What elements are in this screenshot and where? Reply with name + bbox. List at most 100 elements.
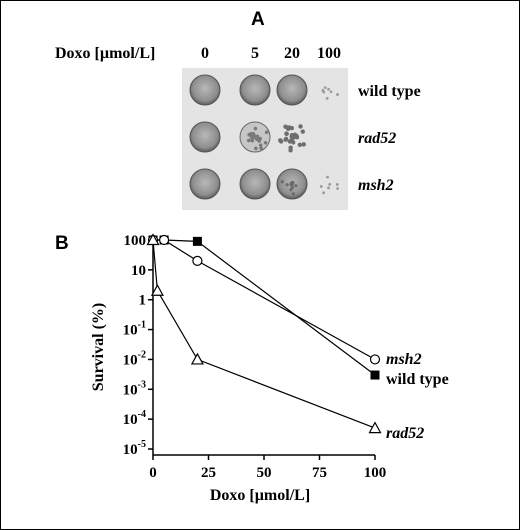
- data-point: [368, 421, 382, 434]
- dose-label: 20: [284, 45, 300, 62]
- y-tick-exponent: -3: [138, 379, 146, 390]
- colony-dot: [287, 139, 292, 144]
- dose-axis-label: Doxo [µmol/L]: [55, 45, 155, 62]
- colony-dot: [336, 187, 339, 190]
- colony-dot: [327, 186, 330, 190]
- colony-dot: [336, 93, 339, 96]
- y-tick-label: 10-2: [123, 349, 146, 368]
- y-tick-label: 10-1: [123, 320, 146, 339]
- y-tick-label: 10-3: [123, 379, 146, 398]
- colony-dot: [288, 148, 293, 153]
- data-point: [369, 354, 381, 365]
- series-lines: [152, 239, 376, 429]
- colony-dot: [319, 185, 323, 188]
- series-line-wild-type: [153, 239, 376, 376]
- dose-label: 5: [251, 45, 259, 62]
- colony-dot: [259, 146, 263, 151]
- colony-dot: [298, 124, 303, 129]
- y-tick-base: 10: [123, 323, 138, 339]
- data-point: [150, 283, 164, 296]
- colony-dot: [300, 129, 305, 134]
- series-line-rad52: [152, 239, 376, 429]
- x-tick-label: 25: [201, 465, 216, 481]
- x-ticks: 0 25 50 75 100: [149, 455, 386, 481]
- series-line-msh2: [153, 239, 376, 360]
- colony-dot: [258, 136, 262, 141]
- colony-dot: [322, 90, 326, 94]
- colony-dot: [249, 132, 253, 136]
- y-tick-exponent: -4: [138, 409, 146, 420]
- panel-b-label: B: [55, 233, 69, 254]
- y-tick-base: 10: [131, 263, 146, 279]
- dose-label: 0: [201, 45, 209, 62]
- colony-dot: [280, 180, 284, 184]
- panel-a-label: A: [251, 9, 265, 30]
- x-tick-label: 100: [364, 465, 387, 481]
- colony-dot: [291, 140, 296, 145]
- y-tick-exponent: -2: [138, 349, 146, 360]
- colony-dot: [287, 125, 292, 130]
- y-tick-label: 10-5: [123, 439, 146, 458]
- series-markers: [146, 233, 382, 434]
- data-point: [190, 352, 204, 365]
- colony-dot: [263, 140, 268, 145]
- y-tick-label: 100: [124, 233, 147, 249]
- strain-label: msh2: [358, 177, 394, 194]
- y-tick-exponent: -1: [138, 320, 146, 331]
- growth-spot: [239, 168, 271, 200]
- y-axis-label: Survival (%): [90, 303, 107, 391]
- colony-dot: [325, 96, 329, 100]
- colony-dot: [326, 175, 329, 179]
- dose-label: 100: [317, 45, 341, 62]
- colony-dot: [323, 86, 327, 89]
- colony-dot: [253, 126, 258, 131]
- data-point: [146, 233, 160, 246]
- strain-label: wild type: [358, 83, 421, 100]
- colony-dot: [289, 183, 293, 187]
- colony-dot: [291, 192, 295, 196]
- colony-dot: [252, 135, 256, 140]
- colony-dot: [258, 143, 263, 148]
- y-tick-label: 10: [131, 263, 146, 279]
- colony-dot: [291, 135, 297, 140]
- growth-spot: [239, 74, 271, 106]
- growth-spot: [189, 121, 221, 153]
- colony-dot: [289, 188, 293, 192]
- colony-dot: [297, 142, 303, 148]
- y-tick-base: 10: [123, 442, 138, 458]
- strain-labels: wild type rad52 msh2: [358, 83, 421, 194]
- y-tick-base: 10: [123, 382, 138, 398]
- data-point: [192, 255, 203, 266]
- x-tick-label: 0: [149, 465, 157, 481]
- y-tick-label: 1: [139, 293, 147, 309]
- y-tick-label: 10-4: [123, 409, 146, 428]
- growth-spot: [189, 74, 221, 106]
- growth-spot: [276, 74, 308, 106]
- data-point: [192, 236, 202, 246]
- y-tick-base: 10: [123, 352, 138, 368]
- colony-dot: [254, 146, 258, 151]
- series-labels: wild type msh2 rad52: [386, 351, 449, 442]
- y-tick-base: 100: [124, 233, 147, 249]
- y-tick-exponent: -5: [138, 439, 146, 450]
- growth-spot: [189, 168, 221, 200]
- colony-dot: [278, 138, 283, 143]
- colony-dot: [250, 138, 255, 143]
- x-tick-label: 50: [257, 465, 272, 481]
- series-label: wild type: [386, 371, 449, 388]
- data-point: [159, 234, 170, 246]
- colony-dot: [255, 134, 260, 139]
- colony-dot: [322, 191, 326, 195]
- spot-grid: [189, 74, 339, 200]
- dose-labels: 0 5 20 100: [201, 45, 341, 62]
- colony-dot: [246, 138, 251, 143]
- colony-dot: [301, 142, 306, 147]
- x-axis-label: Doxo [µmol/L]: [210, 487, 310, 504]
- colony-dot: [294, 184, 298, 188]
- colony-dot: [283, 136, 289, 142]
- colony-dot: [328, 182, 332, 186]
- strain-label: rad52: [358, 130, 396, 147]
